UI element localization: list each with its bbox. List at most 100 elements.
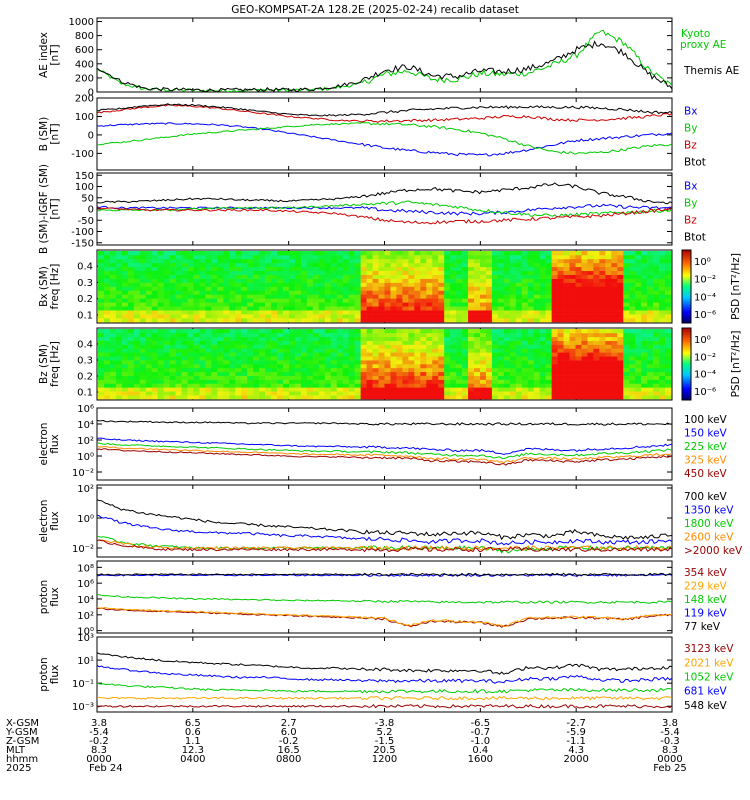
spectrogram-cell xyxy=(593,306,600,311)
spectrogram-cell xyxy=(211,336,218,341)
spectrogram-cell xyxy=(342,356,349,361)
spectrogram-cell xyxy=(426,383,433,388)
spectrogram-cell xyxy=(324,352,332,357)
spectrogram-cell xyxy=(181,336,188,341)
spectrogram-cell xyxy=(581,344,588,349)
spectrogram-cell xyxy=(259,310,266,315)
spectrogram-cell xyxy=(211,258,218,264)
spectrogram-cell xyxy=(330,251,338,256)
spectrogram-cell xyxy=(593,371,600,376)
y-axis-label: electron xyxy=(38,423,50,466)
spectrogram-cell xyxy=(581,314,588,319)
spectrogram-cell xyxy=(402,340,409,345)
spectrogram-cell xyxy=(271,290,278,295)
spectrogram-cell xyxy=(647,278,654,283)
spectrogram-cell xyxy=(527,352,535,357)
colorbar-label: PSD [nT²/Hz] xyxy=(730,253,742,320)
spectrogram-cell xyxy=(396,318,403,323)
spectrogram-cell xyxy=(599,344,606,349)
spectrogram-cell xyxy=(617,352,624,357)
spectrogram-cell xyxy=(515,375,523,380)
spectrogram-cell xyxy=(109,270,117,275)
spectrogram-cell xyxy=(330,352,338,357)
spectrogram-cell xyxy=(611,344,618,349)
spectrogram-cell xyxy=(151,318,158,323)
spectrogram-cell xyxy=(336,266,344,272)
spectrogram-cell xyxy=(283,286,290,291)
spectrogram-cell xyxy=(635,371,642,376)
spectrogram-cell xyxy=(247,270,254,275)
spectrogram-cell xyxy=(497,329,505,334)
spectrogram-cell xyxy=(157,383,164,388)
spectrogram-cell xyxy=(199,290,206,295)
spectrogram-cell xyxy=(300,318,308,323)
spectrogram-cell xyxy=(187,318,194,323)
spectrogram-cell xyxy=(318,286,326,291)
spectrogram-cell xyxy=(378,352,385,357)
spectrogram-cell xyxy=(593,310,600,315)
spectrogram-cell xyxy=(109,332,117,338)
spectrogram-cell xyxy=(408,360,415,365)
spectrogram-cell xyxy=(384,274,391,279)
spectrogram-cell xyxy=(145,298,153,303)
spectrogram-cell xyxy=(253,364,260,369)
spectrogram-cell xyxy=(294,274,302,279)
spectrogram-cell xyxy=(354,254,361,260)
spectrogram-cell xyxy=(223,286,230,291)
spectrogram-cell xyxy=(354,352,361,357)
spectrogram-cell xyxy=(265,356,272,361)
spectrogram-cell xyxy=(569,302,576,307)
spectrogram-cell xyxy=(139,367,147,373)
spectrogram-cell xyxy=(647,356,654,361)
spectrogram-cell xyxy=(450,340,457,345)
spectrogram-cell xyxy=(98,367,105,373)
spectrogram-cell xyxy=(145,266,153,272)
spectrogram-cell xyxy=(312,367,320,373)
spectrogram-cell xyxy=(605,314,612,319)
spectrogram-cell xyxy=(527,379,535,384)
spectrogram-cell xyxy=(235,336,242,341)
spectrogram-cell xyxy=(474,364,481,369)
spectrogram-cell xyxy=(348,274,355,279)
spectrogram-cell xyxy=(491,318,499,323)
spectrogram-cell xyxy=(289,266,296,272)
spectrogram-cell xyxy=(271,387,278,392)
spectrogram-cell xyxy=(599,298,606,303)
spectrogram-cell xyxy=(653,360,660,365)
spectrogram-cell xyxy=(462,356,469,361)
spectrogram-cell xyxy=(300,391,308,396)
spectrogram-cell xyxy=(587,298,594,303)
orbit-cell: 1600 xyxy=(468,754,493,765)
spectrogram-cell xyxy=(169,254,176,260)
spectrogram-cell xyxy=(372,375,379,380)
orbit-cell: -1.1 xyxy=(566,736,586,747)
spectrogram-cell xyxy=(318,274,326,279)
spectrogram-cell xyxy=(438,258,445,264)
spectrogram-cell xyxy=(342,371,349,376)
spectrogram-cell xyxy=(175,364,182,369)
spectrogram-cell xyxy=(139,262,147,268)
spectrogram-cell xyxy=(354,298,361,303)
spectrogram-cell xyxy=(193,302,200,307)
spectrogram-cell xyxy=(581,251,588,256)
spectrogram-cell xyxy=(348,371,355,376)
spectrogram-cell xyxy=(247,387,254,392)
spectrogram-cell xyxy=(468,302,475,307)
spectrogram-cell xyxy=(133,387,141,392)
spectrogram-cell xyxy=(103,336,111,341)
spectrogram-cell xyxy=(503,310,511,315)
spectrogram-cell xyxy=(324,364,332,369)
spectrogram-cell xyxy=(229,344,236,349)
spectrogram-cell xyxy=(527,270,535,275)
spectrogram-cell xyxy=(324,270,332,275)
spectrogram-cell xyxy=(211,391,218,396)
spectrogram-cell xyxy=(408,306,415,311)
spectrogram-cell xyxy=(480,352,487,357)
spectrogram-cell xyxy=(271,318,278,323)
spectrogram-cell xyxy=(617,294,624,299)
spectrogram-cell xyxy=(515,306,523,311)
spectrogram-cell xyxy=(151,251,158,256)
spectrogram-cell xyxy=(360,262,367,268)
spectrogram-cell xyxy=(396,329,403,334)
spectrogram-cell xyxy=(157,332,164,338)
